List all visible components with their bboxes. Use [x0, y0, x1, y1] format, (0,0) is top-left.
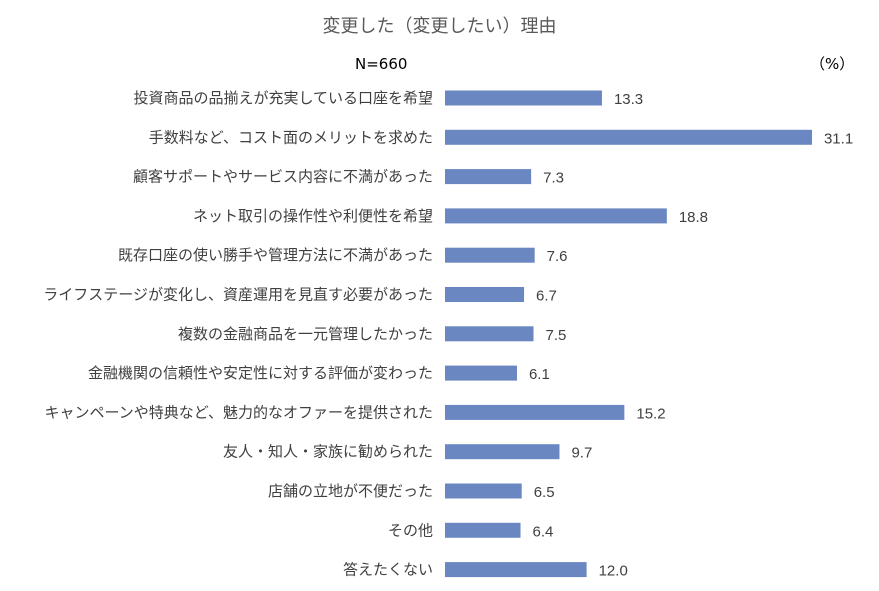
- category-label: キャンペーンや特典など、魅力的なオファーを提供された: [44, 403, 433, 421]
- unit-label: （%）: [810, 55, 855, 73]
- bar: [445, 247, 535, 263]
- value-label: 6.7: [536, 288, 557, 305]
- bar: [445, 444, 560, 460]
- category-label: 金融機関の信頼性や安定性に対する評価が変わった: [88, 364, 433, 382]
- category-label: ライフステージが変化し、資産運用を見直す必要があった: [43, 286, 433, 304]
- bar: [445, 287, 525, 302]
- sample-size-label: N=660: [355, 55, 408, 73]
- value-label: 6.5: [534, 484, 555, 501]
- category-label: 答えたくない: [343, 561, 433, 579]
- value-label: 18.8: [679, 209, 708, 226]
- value-label: 15.2: [636, 405, 665, 422]
- value-label: 6.1: [529, 366, 550, 383]
- bar: [445, 208, 667, 224]
- value-label: 12.0: [599, 563, 628, 580]
- category-label: ネット取引の操作性や利便性を希望: [193, 207, 433, 225]
- category-label: 友人・知人・家族に勧められた: [223, 443, 433, 461]
- category-label: 顧客サポートやサービス内容に不満があった: [133, 168, 433, 186]
- value-label: 7.5: [546, 327, 567, 344]
- value-label: 7.3: [543, 170, 564, 187]
- category-label: その他: [388, 521, 433, 539]
- bar: [445, 90, 602, 106]
- bar: [445, 169, 532, 185]
- bar: [445, 129, 812, 145]
- value-label: 6.4: [533, 523, 554, 540]
- value-label: 13.3: [614, 91, 643, 108]
- category-label: 店舗の立地が不便だった: [268, 482, 433, 500]
- bar: [445, 365, 517, 381]
- value-label: 7.6: [547, 248, 568, 265]
- category-label: 既存口座の使い勝手や管理方法に不満があった: [118, 246, 433, 264]
- bar: [445, 562, 587, 578]
- bar: [445, 326, 534, 342]
- category-label: 投資商品の品揃えが充実している口座を希望: [133, 89, 433, 107]
- bar: [445, 404, 625, 420]
- chart-title: 変更した（変更したい）理由: [322, 16, 557, 37]
- bar: [445, 522, 521, 538]
- value-label: 31.1: [824, 130, 853, 147]
- value-label: 9.7: [571, 445, 592, 462]
- category-label: 手数料など、コスト面のメリットを求めた: [149, 128, 433, 146]
- category-label: 複数の金融商品を一元管理したかった: [178, 325, 433, 343]
- bar: [445, 483, 522, 499]
